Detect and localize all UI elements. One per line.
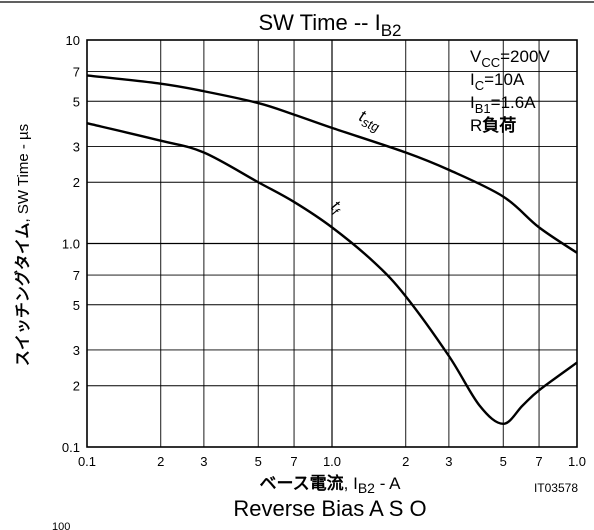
series-lines — [86, 74, 578, 426]
y-tick-label: 5 — [73, 94, 80, 109]
y-tick-label: 1.0 — [62, 237, 80, 252]
x-tick-label: 3 — [200, 454, 207, 469]
chart-title: SW Time -- IB2 — [258, 10, 401, 40]
x-tick-labels: 0.1 2 3 5 7 1.0 2 3 5 7 1.0 — [78, 454, 586, 469]
chart-title-main: SW Time -- I — [258, 10, 380, 35]
y-tick-labels: 0.1 2 3 5 7 1.0 2 3 5 7 10 — [62, 33, 80, 455]
x-tick-label: 1.0 — [568, 454, 586, 469]
y-tick-label: 7 — [73, 268, 80, 283]
y-tick-label: 10 — [66, 33, 80, 48]
x-tick-label: 2 — [157, 454, 164, 469]
y-tick-label: 7 — [73, 65, 80, 80]
x-tick-label: 7 — [290, 454, 297, 469]
x-tick-label: 5 — [500, 454, 507, 469]
condition-line: IB1=1.6A — [470, 93, 536, 116]
grid — [87, 40, 577, 447]
x-tick-label: 7 — [535, 454, 542, 469]
condition-line: VCC=200V — [470, 47, 550, 70]
y-tick-label: 3 — [73, 343, 80, 358]
series-label-tf: tf — [326, 197, 348, 220]
y-tick-label: 3 — [73, 139, 80, 154]
x-axis-label: ベース電流, IB2 - A — [260, 473, 402, 496]
series-line-tf — [86, 122, 578, 426]
x-tick-label: 2 — [402, 454, 409, 469]
y-axis-label: スイッチングタイム, SW Time - µs — [13, 124, 32, 366]
series-line-tstg — [86, 74, 578, 254]
footer-title: Reverse Bias A S O — [233, 496, 426, 521]
y-tick-label: 2 — [73, 379, 80, 394]
plot-frame — [86, 39, 578, 448]
chart-title-subscript: B2 — [381, 21, 402, 40]
condition-line: R負荷 — [470, 115, 516, 135]
x-tick-label: 5 — [255, 454, 262, 469]
x-tick-label: 3 — [445, 454, 452, 469]
series-label-tstg: tstg — [355, 106, 384, 135]
x-tick-label: 0.1 — [78, 454, 96, 469]
y-tick-label: 0.1 — [62, 440, 80, 455]
figure-id: IT03578 — [534, 481, 578, 495]
footer-partial-label: 100 — [52, 521, 70, 530]
y-tick-label: 5 — [73, 298, 80, 313]
condition-line: IC=10A — [470, 70, 525, 93]
y-tick-label: 2 — [73, 175, 80, 190]
x-tick-label: 1.0 — [323, 454, 341, 469]
